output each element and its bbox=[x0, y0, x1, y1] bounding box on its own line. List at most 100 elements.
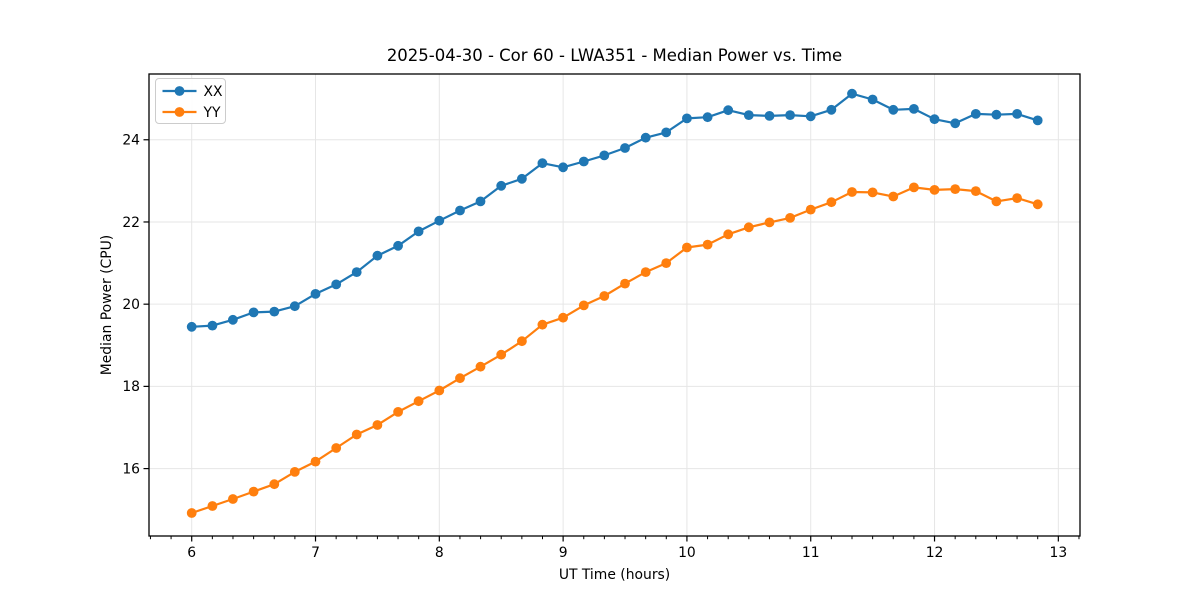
series-yy-marker bbox=[950, 184, 961, 195]
series-yy-marker bbox=[351, 429, 362, 440]
series-yy-marker bbox=[393, 407, 403, 417]
series-xx-marker bbox=[558, 162, 568, 173]
grid-layer bbox=[149, 74, 1080, 536]
series-yy-marker bbox=[888, 191, 899, 202]
series-yy-marker bbox=[723, 229, 734, 240]
series-xx-marker bbox=[867, 94, 878, 105]
legend-marker-sample bbox=[174, 107, 185, 117]
series-xx-marker bbox=[1012, 109, 1022, 119]
y-tick-label: 20 bbox=[122, 297, 140, 313]
legend-label-xx: XX bbox=[204, 84, 224, 100]
series-yy-marker bbox=[434, 385, 445, 396]
series-yy-marker bbox=[186, 508, 197, 518]
series-xx-marker bbox=[393, 240, 403, 251]
series-xx-marker bbox=[888, 104, 899, 115]
series-xx-marker bbox=[661, 127, 672, 138]
series-yy-marker bbox=[289, 467, 300, 477]
series-yy-marker bbox=[1032, 199, 1043, 210]
series-xx-marker bbox=[475, 196, 486, 207]
series-xx-marker bbox=[826, 104, 837, 115]
x-tick-label: 6 bbox=[187, 545, 196, 561]
series-xx-marker bbox=[1032, 115, 1043, 126]
series-xx-marker bbox=[950, 118, 961, 129]
series-xx-marker bbox=[248, 307, 259, 318]
x-axis-label: UT Time (hours) bbox=[559, 567, 670, 583]
series-xx-marker bbox=[640, 132, 651, 143]
legend: XX YY bbox=[155, 78, 226, 124]
series-yy-marker bbox=[228, 494, 238, 504]
series-xx-marker bbox=[723, 105, 734, 116]
series-yy-marker bbox=[743, 222, 754, 233]
series-yy-marker bbox=[517, 336, 527, 347]
x-tick-label: 11 bbox=[802, 545, 820, 561]
y-tick-label: 16 bbox=[122, 461, 140, 477]
x-tick-label: 10 bbox=[678, 545, 696, 561]
series-yy-marker bbox=[847, 187, 857, 197]
series-yy-marker bbox=[661, 258, 672, 268]
series-yy-marker bbox=[496, 349, 507, 360]
series-xx-marker bbox=[702, 112, 713, 123]
series-xx-marker bbox=[310, 289, 321, 299]
series-yy-marker bbox=[207, 501, 218, 511]
series-yy-marker bbox=[310, 456, 321, 467]
y-tick-label: 24 bbox=[122, 133, 140, 149]
series-yy-marker bbox=[929, 185, 940, 195]
series-xx-marker bbox=[620, 143, 630, 153]
series-xx-marker bbox=[289, 301, 300, 312]
series-xx bbox=[186, 88, 1043, 332]
series-yy-marker bbox=[537, 319, 548, 330]
series-yy-marker bbox=[682, 242, 692, 253]
series-xx-marker bbox=[434, 215, 445, 226]
series-xx-marker bbox=[228, 314, 238, 325]
x-tick-label: 9 bbox=[559, 545, 568, 561]
series-layer bbox=[186, 88, 1043, 518]
series-xx-marker bbox=[372, 250, 383, 261]
series-xx-marker bbox=[970, 109, 981, 119]
series-xx-marker bbox=[991, 109, 1002, 120]
series-yy-marker bbox=[826, 197, 837, 208]
series-yy-marker bbox=[805, 204, 816, 215]
series-yy-marker bbox=[970, 186, 981, 197]
series-yy bbox=[186, 182, 1043, 518]
series-yy-marker bbox=[909, 182, 919, 193]
series-xx-marker bbox=[269, 306, 280, 317]
x-tick-label: 13 bbox=[1049, 545, 1067, 561]
series-xx-marker bbox=[909, 104, 919, 114]
series-xx-marker bbox=[413, 226, 424, 237]
chart-title: 2025-04-30 - Cor 60 - LWA351 - Median Po… bbox=[387, 46, 842, 65]
series-yy-marker bbox=[764, 217, 775, 228]
series-xx-marker bbox=[351, 267, 362, 277]
series-xx-marker bbox=[847, 88, 857, 99]
x-tick-label: 12 bbox=[926, 545, 944, 561]
series-yy-marker bbox=[455, 373, 465, 384]
series-yy-marker bbox=[702, 239, 713, 250]
series-yy-marker bbox=[599, 291, 610, 301]
y-tick-label: 18 bbox=[122, 379, 140, 395]
series-xx-marker bbox=[331, 279, 342, 290]
series-yy-marker bbox=[620, 278, 630, 289]
series-xx-marker bbox=[517, 173, 527, 184]
x-tick-label: 7 bbox=[311, 545, 320, 561]
series-yy-marker bbox=[269, 479, 280, 490]
series-yy-marker bbox=[558, 312, 568, 323]
series-yy-marker bbox=[1012, 193, 1022, 204]
series-yy-marker bbox=[640, 267, 651, 277]
legend-label-yy: YY bbox=[203, 105, 221, 121]
series-xx-marker bbox=[785, 110, 795, 120]
series-xx-marker bbox=[496, 180, 507, 191]
y-axis-label: Median Power (CPU) bbox=[99, 235, 115, 375]
legend-marker-sample bbox=[174, 86, 185, 96]
series-yy-marker bbox=[867, 187, 878, 198]
series-xx-marker bbox=[599, 150, 610, 161]
series-xx-marker bbox=[578, 156, 589, 167]
series-yy-marker bbox=[372, 420, 383, 430]
axes-layer: 6 7 8 9 10 11 12 13 16 18 20 22 24 bbox=[122, 73, 1081, 561]
plot-border bbox=[148, 73, 1081, 537]
series-xx-marker bbox=[805, 111, 816, 122]
series-yy-marker bbox=[991, 196, 1002, 207]
series-yy-marker bbox=[331, 443, 342, 453]
series-xx-marker bbox=[537, 158, 548, 169]
series-yy-marker bbox=[475, 361, 486, 372]
